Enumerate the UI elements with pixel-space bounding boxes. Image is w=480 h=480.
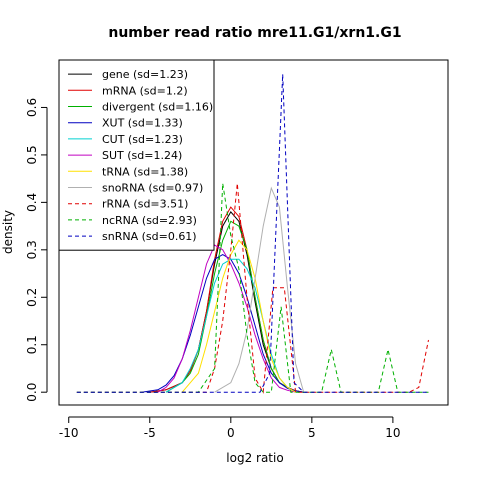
legend-label-0: gene (sd=1.23) (102, 68, 188, 81)
series-line-7 (214, 186, 305, 393)
legend-label-9: ncRNA (sd=2.93) (102, 214, 197, 227)
series-line-10 (76, 74, 429, 393)
x-tick-label-0: -10 (59, 426, 79, 440)
legend-label-1: mRNA (sd=1.2) (102, 84, 188, 97)
y-axis-label: density (1, 210, 15, 254)
chart-title: number read ratio mre11.G1/xrn1.G1 (108, 25, 401, 41)
y-tick-label-3: 0.3 (25, 240, 39, 259)
x-tick-label-2: 0 (227, 426, 235, 440)
legend-label-8: rRNA (sd=3.51) (102, 198, 188, 211)
axes: -10 -5 0 5 10 0.0 0.1 0.2 0.3 0.4 0.5 0.6 (25, 59, 449, 440)
plot-area (76, 74, 429, 394)
y-tick-label-1: 0.1 (25, 335, 39, 354)
x-axis-label: log2 ratio (226, 451, 283, 465)
legend-label-4: CUT (sd=1.23) (102, 133, 183, 146)
x-tick-label-1: -5 (144, 426, 156, 440)
x-tick-label-3: 5 (308, 426, 316, 440)
legend-label-6: tRNA (sd=1.38) (102, 165, 188, 178)
y-tick-label-5: 0.5 (25, 145, 39, 164)
y-tick-label-0: 0.0 (25, 383, 39, 402)
legend: gene (sd=1.23) mRNA (sd=1.2) divergent (sd… (58, 59, 215, 251)
legend-label-3: XUT (sd=1.33) (102, 117, 183, 130)
series-line-4 (165, 258, 296, 393)
legend-label-10: snRNA (sd=0.61) (102, 230, 197, 243)
series-line-6 (181, 239, 296, 393)
legend-label-2: divergent (sd=1.16) (102, 101, 213, 114)
x-tick-label-4: 10 (385, 426, 400, 440)
legend-label-5: SUT (sd=1.24) (102, 149, 182, 162)
y-tick-label-6: 0.6 (25, 98, 39, 117)
series-line-8 (76, 183, 429, 394)
legend-label-7: snoRNA (sd=0.97) (102, 182, 203, 195)
y-tick-label-4: 0.4 (25, 193, 39, 212)
y-tick-label-2: 0.2 (25, 288, 39, 307)
series-line-2 (165, 220, 296, 393)
